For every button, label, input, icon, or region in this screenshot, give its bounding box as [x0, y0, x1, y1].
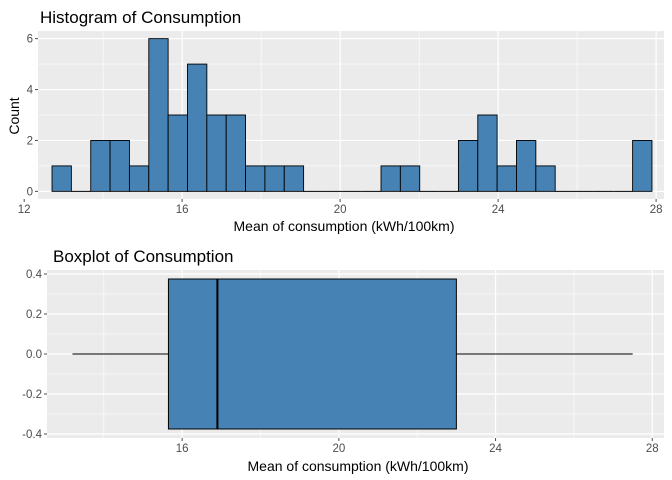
histogram-x-axis-title: Mean of consumption (kWh/100km) — [234, 218, 455, 234]
boxplot-x-tick-label: 16 — [176, 443, 189, 455]
histogram-bar — [477, 114, 498, 192]
histogram-bar — [51, 165, 72, 192]
boxplot-y-axis: -0.4 -0.2 0.0 0.2 0.4 — [22, 269, 47, 441]
boxplot-box — [167, 278, 457, 430]
histogram-x-tick-label: 20 — [334, 204, 347, 216]
histogram-y-tick-label: 4 — [27, 85, 34, 97]
boxplot-x-axis: 16 20 24 28 — [176, 438, 659, 455]
histogram-bar — [632, 140, 653, 192]
histogram-x-tick-label: 24 — [492, 204, 505, 216]
histogram-y-tick-label: 0 — [27, 186, 33, 198]
histogram-bar — [516, 140, 537, 192]
histogram-bar — [264, 165, 285, 192]
histogram-y-axis: 0 2 4 6 — [27, 34, 38, 198]
histogram-bar — [457, 140, 479, 192]
histogram-y-tick-label: 2 — [27, 135, 33, 147]
boxplot-x-tick-label: 28 — [646, 443, 659, 455]
histogram-bar — [535, 165, 556, 192]
histogram-y-axis-title: Count — [6, 97, 22, 134]
histogram-bar — [245, 165, 266, 192]
boxplot-chart: Boxplot of Consumption 16 20 24 28 -0.4 -0.2… — [22, 247, 664, 474]
histogram-title: Histogram of Consumption — [40, 8, 241, 27]
histogram-bar — [109, 140, 130, 192]
boxplot-marks — [72, 278, 633, 430]
histogram-bar — [206, 114, 227, 192]
histogram-bar — [128, 165, 150, 192]
boxplot-y-tick-label: 0.0 — [26, 349, 42, 361]
boxplot-y-tick-label: -0.4 — [22, 429, 42, 441]
histogram-bar — [148, 38, 169, 192]
boxplot-title: Boxplot of Consumption — [53, 247, 234, 266]
histogram-bar — [399, 165, 421, 192]
histogram-bar — [187, 63, 208, 192]
boxplot-x-tick-label: 24 — [489, 443, 502, 455]
histogram-chart: Histogram of Consumption 12 16 20 24 28 0246… — [6, 8, 664, 234]
histogram-bar — [283, 165, 305, 192]
histogram-bar — [380, 165, 401, 192]
histogram-x-tick-label: 28 — [650, 204, 663, 216]
histogram-bar — [496, 165, 517, 192]
boxplot-y-tick-label: 0.4 — [26, 269, 43, 281]
histogram-bar — [167, 114, 188, 192]
histogram-bar — [90, 140, 111, 192]
histogram-x-tick-label: 12 — [18, 204, 31, 216]
histogram-x-axis: 12 16 20 24 28 — [18, 199, 663, 216]
histogram-bar — [225, 114, 246, 192]
boxplot-x-tick-label: 20 — [332, 443, 345, 455]
boxplot-y-tick-label: -0.2 — [22, 389, 42, 401]
histogram-y-tick-label: 6 — [27, 34, 33, 46]
boxplot-x-axis-title: Mean of consumption (kWh/100km) — [248, 458, 469, 474]
histogram-x-tick-label: 16 — [176, 204, 189, 216]
boxplot-y-tick-label: 0.2 — [26, 309, 42, 321]
histogram-bars — [51, 38, 653, 192]
